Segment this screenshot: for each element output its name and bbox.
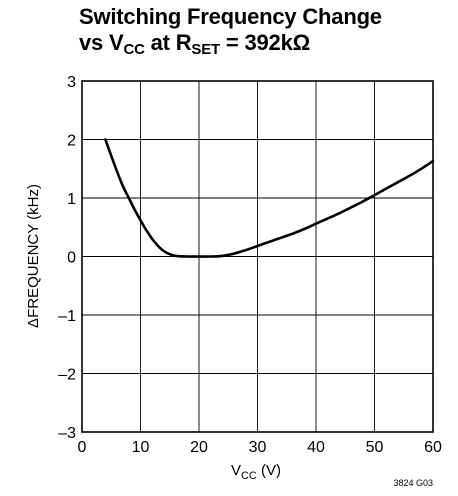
x-tick-label: 0 bbox=[78, 439, 87, 456]
x-axis-label: VCC (V) bbox=[231, 462, 281, 482]
series-line-0 bbox=[104, 138, 435, 258]
x-tick-label: 60 bbox=[424, 439, 442, 456]
y-tick-label: 0 bbox=[67, 250, 76, 267]
y-axis-label: ΔFREQUENCY (kHz) bbox=[25, 184, 42, 328]
x-tick-label: 40 bbox=[307, 439, 325, 456]
x-tick-label: 50 bbox=[366, 439, 384, 456]
y-tick-label: 2 bbox=[67, 133, 76, 150]
title-line-1: Switching Frequency Change bbox=[79, 4, 382, 29]
chart-title: Switching Frequency Change vs VCC at RSE… bbox=[79, 4, 382, 58]
y-tick-label: –2 bbox=[58, 367, 76, 384]
plot-frame bbox=[81, 80, 434, 433]
y-tick-label: –1 bbox=[58, 308, 76, 325]
x-tick-label: 30 bbox=[249, 439, 267, 456]
y-tick-labels: 3 2 1 0 –1 –2 –3 bbox=[58, 74, 76, 442]
title-line-2: vs VCC at RSET = 392kΩ bbox=[79, 30, 311, 58]
y-tick-label: 1 bbox=[67, 191, 76, 208]
x-tick-label: 20 bbox=[190, 439, 208, 456]
x-tick-labels: 0 10 20 30 40 50 60 bbox=[78, 439, 442, 456]
figure-code: 3824 G03 bbox=[393, 478, 433, 488]
x-tick-label: 10 bbox=[132, 439, 150, 456]
y-tick-label: –3 bbox=[58, 425, 76, 442]
grid-lines bbox=[82, 81, 433, 432]
data-series bbox=[104, 138, 435, 258]
y-tick-label: 3 bbox=[67, 74, 76, 91]
